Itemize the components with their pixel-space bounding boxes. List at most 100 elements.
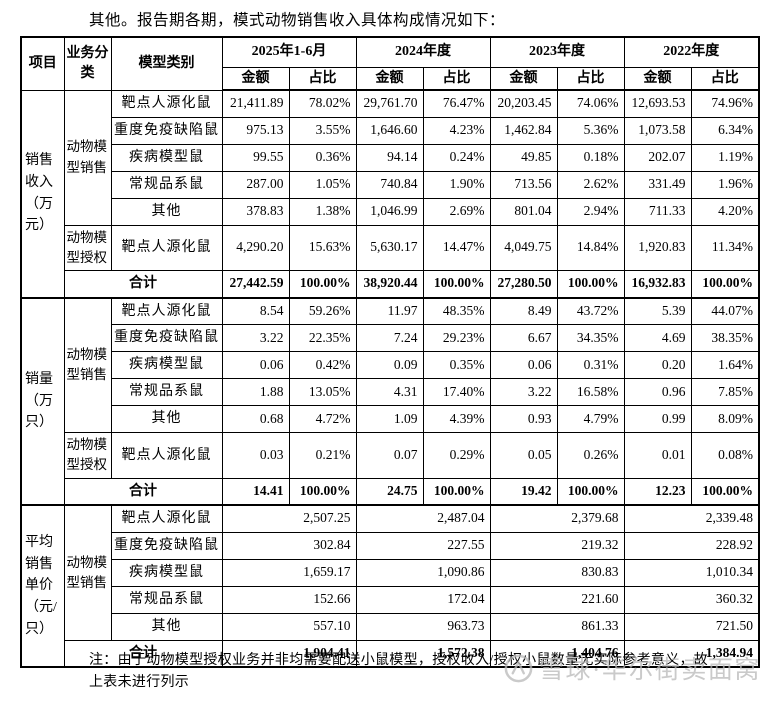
value-cell: 172.04 xyxy=(355,585,491,614)
table-row: 常规品系鼠 152.66 172.04 221.60 360.32 xyxy=(21,585,760,614)
value-cell: 1.38% xyxy=(288,197,357,226)
value-cell: 4.31 xyxy=(355,378,424,407)
value-cell: 0.93 xyxy=(489,405,558,434)
table-row: 其他 557.10 963.73 861.33 721.50 xyxy=(21,612,760,641)
header-item: 项目 xyxy=(20,36,65,91)
value-cell: 4,290.20 xyxy=(221,224,290,272)
amount-header: 金额 xyxy=(355,66,424,92)
value-cell: 78.02% xyxy=(288,89,357,118)
table-row: 销售收入（万元） 动物模型销售 靶点人源化鼠 21,411.89 78.02% … xyxy=(20,89,760,299)
value-cell: 0.20 xyxy=(623,351,692,380)
value-cell: 48.35% xyxy=(422,296,491,326)
model-label: 重度免疫缺陷鼠 xyxy=(110,324,223,353)
value-cell: 0.06 xyxy=(489,351,558,380)
value-cell: 2.62% xyxy=(556,170,625,199)
period-header: 2023年度 xyxy=(489,36,625,68)
value-cell: 17.40% xyxy=(422,378,491,407)
period-header: 2024年度 xyxy=(355,36,491,68)
value-cell: 99.55 xyxy=(221,143,290,172)
model-label: 靶点人源化鼠 xyxy=(110,432,223,479)
amount-header: 金额 xyxy=(489,66,558,92)
header-row-periods: 项目 业务分类 模型类别 2025年1-6月 2024年度 2023年度 202… xyxy=(20,36,760,91)
value-cell: 1.96% xyxy=(690,170,760,199)
business-label-sale: 动物模型销售 xyxy=(63,89,112,226)
value-cell: 74.96% xyxy=(690,89,760,118)
value-cell: 2,487.04 xyxy=(355,504,491,533)
model-label: 其他 xyxy=(110,612,223,641)
value-cell: 1,659.17 xyxy=(221,558,357,587)
value-cell: 1,920.83 xyxy=(623,224,692,272)
total-value-cell: 27,442.59 xyxy=(221,270,290,299)
total-value-cell: 100.00% xyxy=(422,270,491,299)
total-value-cell: 100.00% xyxy=(690,270,760,299)
value-cell: 2,507.25 xyxy=(221,504,357,533)
value-cell: 830.83 xyxy=(489,558,625,587)
ratio-header: 占比 xyxy=(690,66,760,92)
item-label-unit-price: 平均销售单价（元/只） xyxy=(20,504,65,668)
value-cell: 4.39% xyxy=(422,405,491,434)
value-cell: 0.42% xyxy=(288,351,357,380)
period-header: 2022年度 xyxy=(623,36,760,68)
total-label: 合计 xyxy=(63,270,223,299)
model-label: 靶点人源化鼠 xyxy=(110,504,223,533)
total-value-cell: 1,904.41 xyxy=(221,639,357,668)
value-cell: 0.99 xyxy=(623,405,692,434)
intro-text: 其他。报告期各期，模式动物销售收入具体构成情况如下： xyxy=(89,12,506,29)
table-row: 销量（万只） 动物模型销售 靶点人源化鼠 8.54 59.26% 11.97 4… xyxy=(20,296,760,506)
table-row: 重度免疫缺陷鼠 302.84 227.55 219.32 228.92 xyxy=(21,531,760,560)
value-cell: 16.58% xyxy=(556,378,625,407)
model-label: 靶点人源化鼠 xyxy=(110,296,223,326)
table-row: 重度免疫缺陷鼠 975.13 3.55% 1,646.60 4.23% 1,46… xyxy=(21,116,760,145)
table-row: 其他 378.83 1.38% 1,046.99 2.69% 801.04 2.… xyxy=(21,197,760,226)
value-cell: 152.66 xyxy=(221,585,357,614)
value-cell: 1,073.58 xyxy=(623,116,692,145)
value-cell: 1.19% xyxy=(690,143,760,172)
table-row: 疾病模型鼠 1,659.17 1,090.86 830.83 1,010.34 xyxy=(21,558,760,587)
value-cell: 0.24% xyxy=(422,143,491,172)
value-cell: 1,462.84 xyxy=(489,116,558,145)
value-cell: 94.14 xyxy=(355,143,424,172)
value-cell: 20,203.45 xyxy=(489,89,558,118)
business-label-license: 动物模型授权 xyxy=(63,224,112,272)
value-cell: 2,339.48 xyxy=(623,504,760,533)
table-row: 动物模型授权 靶点人源化鼠 0.03 0.21% 0.07 0.29% 0.05… xyxy=(21,432,760,479)
value-cell: 0.01 xyxy=(623,432,692,479)
model-animal-sales-table: 项目 业务分类 模型类别 2025年1-6月 2024年度 2023年度 202… xyxy=(20,36,760,669)
value-cell: 227.55 xyxy=(355,531,491,560)
value-cell: 1.90% xyxy=(422,170,491,199)
value-cell: 1.09 xyxy=(355,405,424,434)
value-cell: 8.09% xyxy=(690,405,760,434)
header-row-measures: 金额 占比 金额 占比 金额 占比 金额 占比 xyxy=(21,66,760,92)
value-cell: 4,049.75 xyxy=(489,224,558,272)
header-business: 业务分类 xyxy=(63,36,112,91)
header-model: 模型类别 xyxy=(110,36,223,91)
value-cell: 1.88 xyxy=(221,378,290,407)
ratio-header: 占比 xyxy=(288,66,357,92)
total-row: 合计 14.41 100.00% 24.75 100.00% 19.42 100… xyxy=(21,477,760,506)
total-row: 合计 27,442.59 100.00% 38,920.44 100.00% 2… xyxy=(21,270,760,299)
value-cell: 5.36% xyxy=(556,116,625,145)
business-label-sale: 动物模型销售 xyxy=(63,296,112,434)
value-cell: 0.03 xyxy=(221,432,290,479)
value-cell: 2.94% xyxy=(556,197,625,226)
value-cell: 29.23% xyxy=(422,324,491,353)
value-cell: 3.55% xyxy=(288,116,357,145)
total-value-cell: 16,932.83 xyxy=(623,270,692,299)
table-row: 疾病模型鼠 0.06 0.42% 0.09 0.35% 0.06 0.31% 0… xyxy=(21,351,760,380)
value-cell: 59.26% xyxy=(288,296,357,326)
value-cell: 0.31% xyxy=(556,351,625,380)
value-cell: 557.10 xyxy=(221,612,357,641)
total-value-cell: 1,384.94 xyxy=(623,639,760,668)
value-cell: 1,046.99 xyxy=(355,197,424,226)
value-cell: 4.20% xyxy=(690,197,760,226)
value-cell: 0.21% xyxy=(288,432,357,479)
table-row: 重度免疫缺陷鼠 3.22 22.35% 7.24 29.23% 6.67 34.… xyxy=(21,324,760,353)
table-row: 常规品系鼠 287.00 1.05% 740.84 1.90% 713.56 2… xyxy=(21,170,760,199)
value-cell: 0.29% xyxy=(422,432,491,479)
value-cell: 0.18% xyxy=(556,143,625,172)
value-cell: 4.79% xyxy=(556,405,625,434)
total-value-cell: 14.41 xyxy=(221,477,290,506)
model-label: 常规品系鼠 xyxy=(110,170,223,199)
footnote: 注：由于动物模型授权业务并非均需要配送小鼠模型，授权收入/授权小鼠数量无实际参考… xyxy=(89,650,708,693)
value-cell: 202.07 xyxy=(623,143,692,172)
